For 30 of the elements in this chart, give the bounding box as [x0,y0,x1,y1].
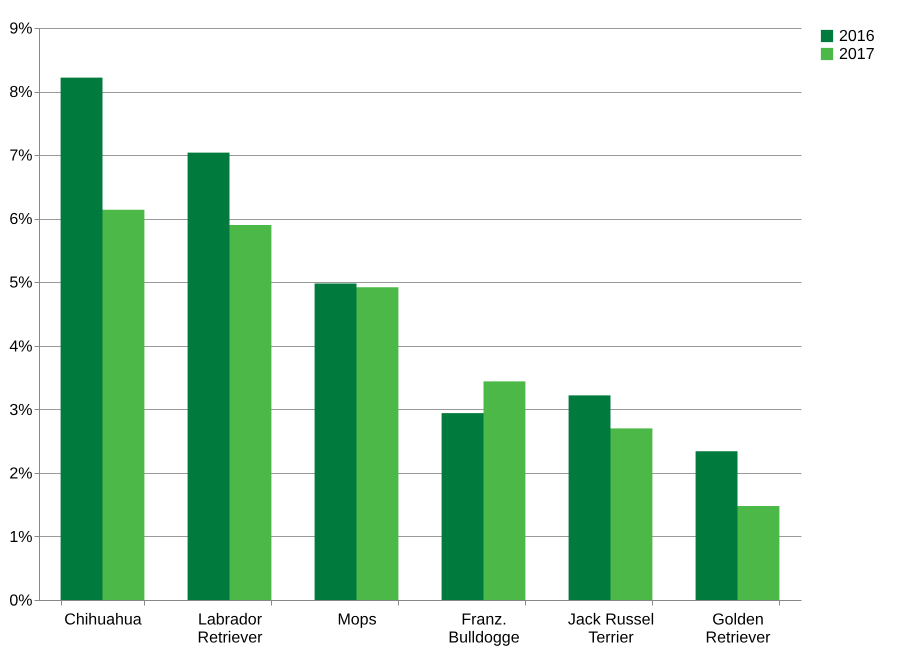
y-tick-label: 7% [9,148,32,165]
bar [356,287,398,600]
bar [442,413,484,600]
bar [314,283,356,600]
bar [230,225,272,600]
y-tick-label: 4% [9,338,32,356]
x-tick-label: Mops [337,612,377,628]
bar [568,395,610,600]
y-tick-label: 5% [9,274,32,292]
x-tick-label: Golden Retriever [706,612,772,646]
bar [738,506,780,600]
y-tick-label: 1% [9,528,32,546]
x-tick-label: Franz. Bulldogge [448,612,520,646]
bar [610,428,652,600]
x-tick-label: Labrador Retriever [198,612,264,646]
bar [696,451,738,600]
legend-label: 2017 [839,46,875,63]
y-tick-label: 3% [9,402,32,419]
y-tick-label: 9% [9,20,32,38]
bar [60,78,102,600]
bar [484,381,526,600]
y-tick-label: 2% [9,465,32,482]
legend-label: 2016 [839,28,875,45]
y-tick-label: 6% [9,211,32,228]
x-tick-label: Jack Russel Terrier [568,612,654,646]
y-tick-label: 8% [9,84,32,102]
bar [188,152,230,600]
x-tick-label: Chihuahua [64,612,142,628]
y-tick-label: 0% [9,592,32,610]
bar [102,210,144,600]
